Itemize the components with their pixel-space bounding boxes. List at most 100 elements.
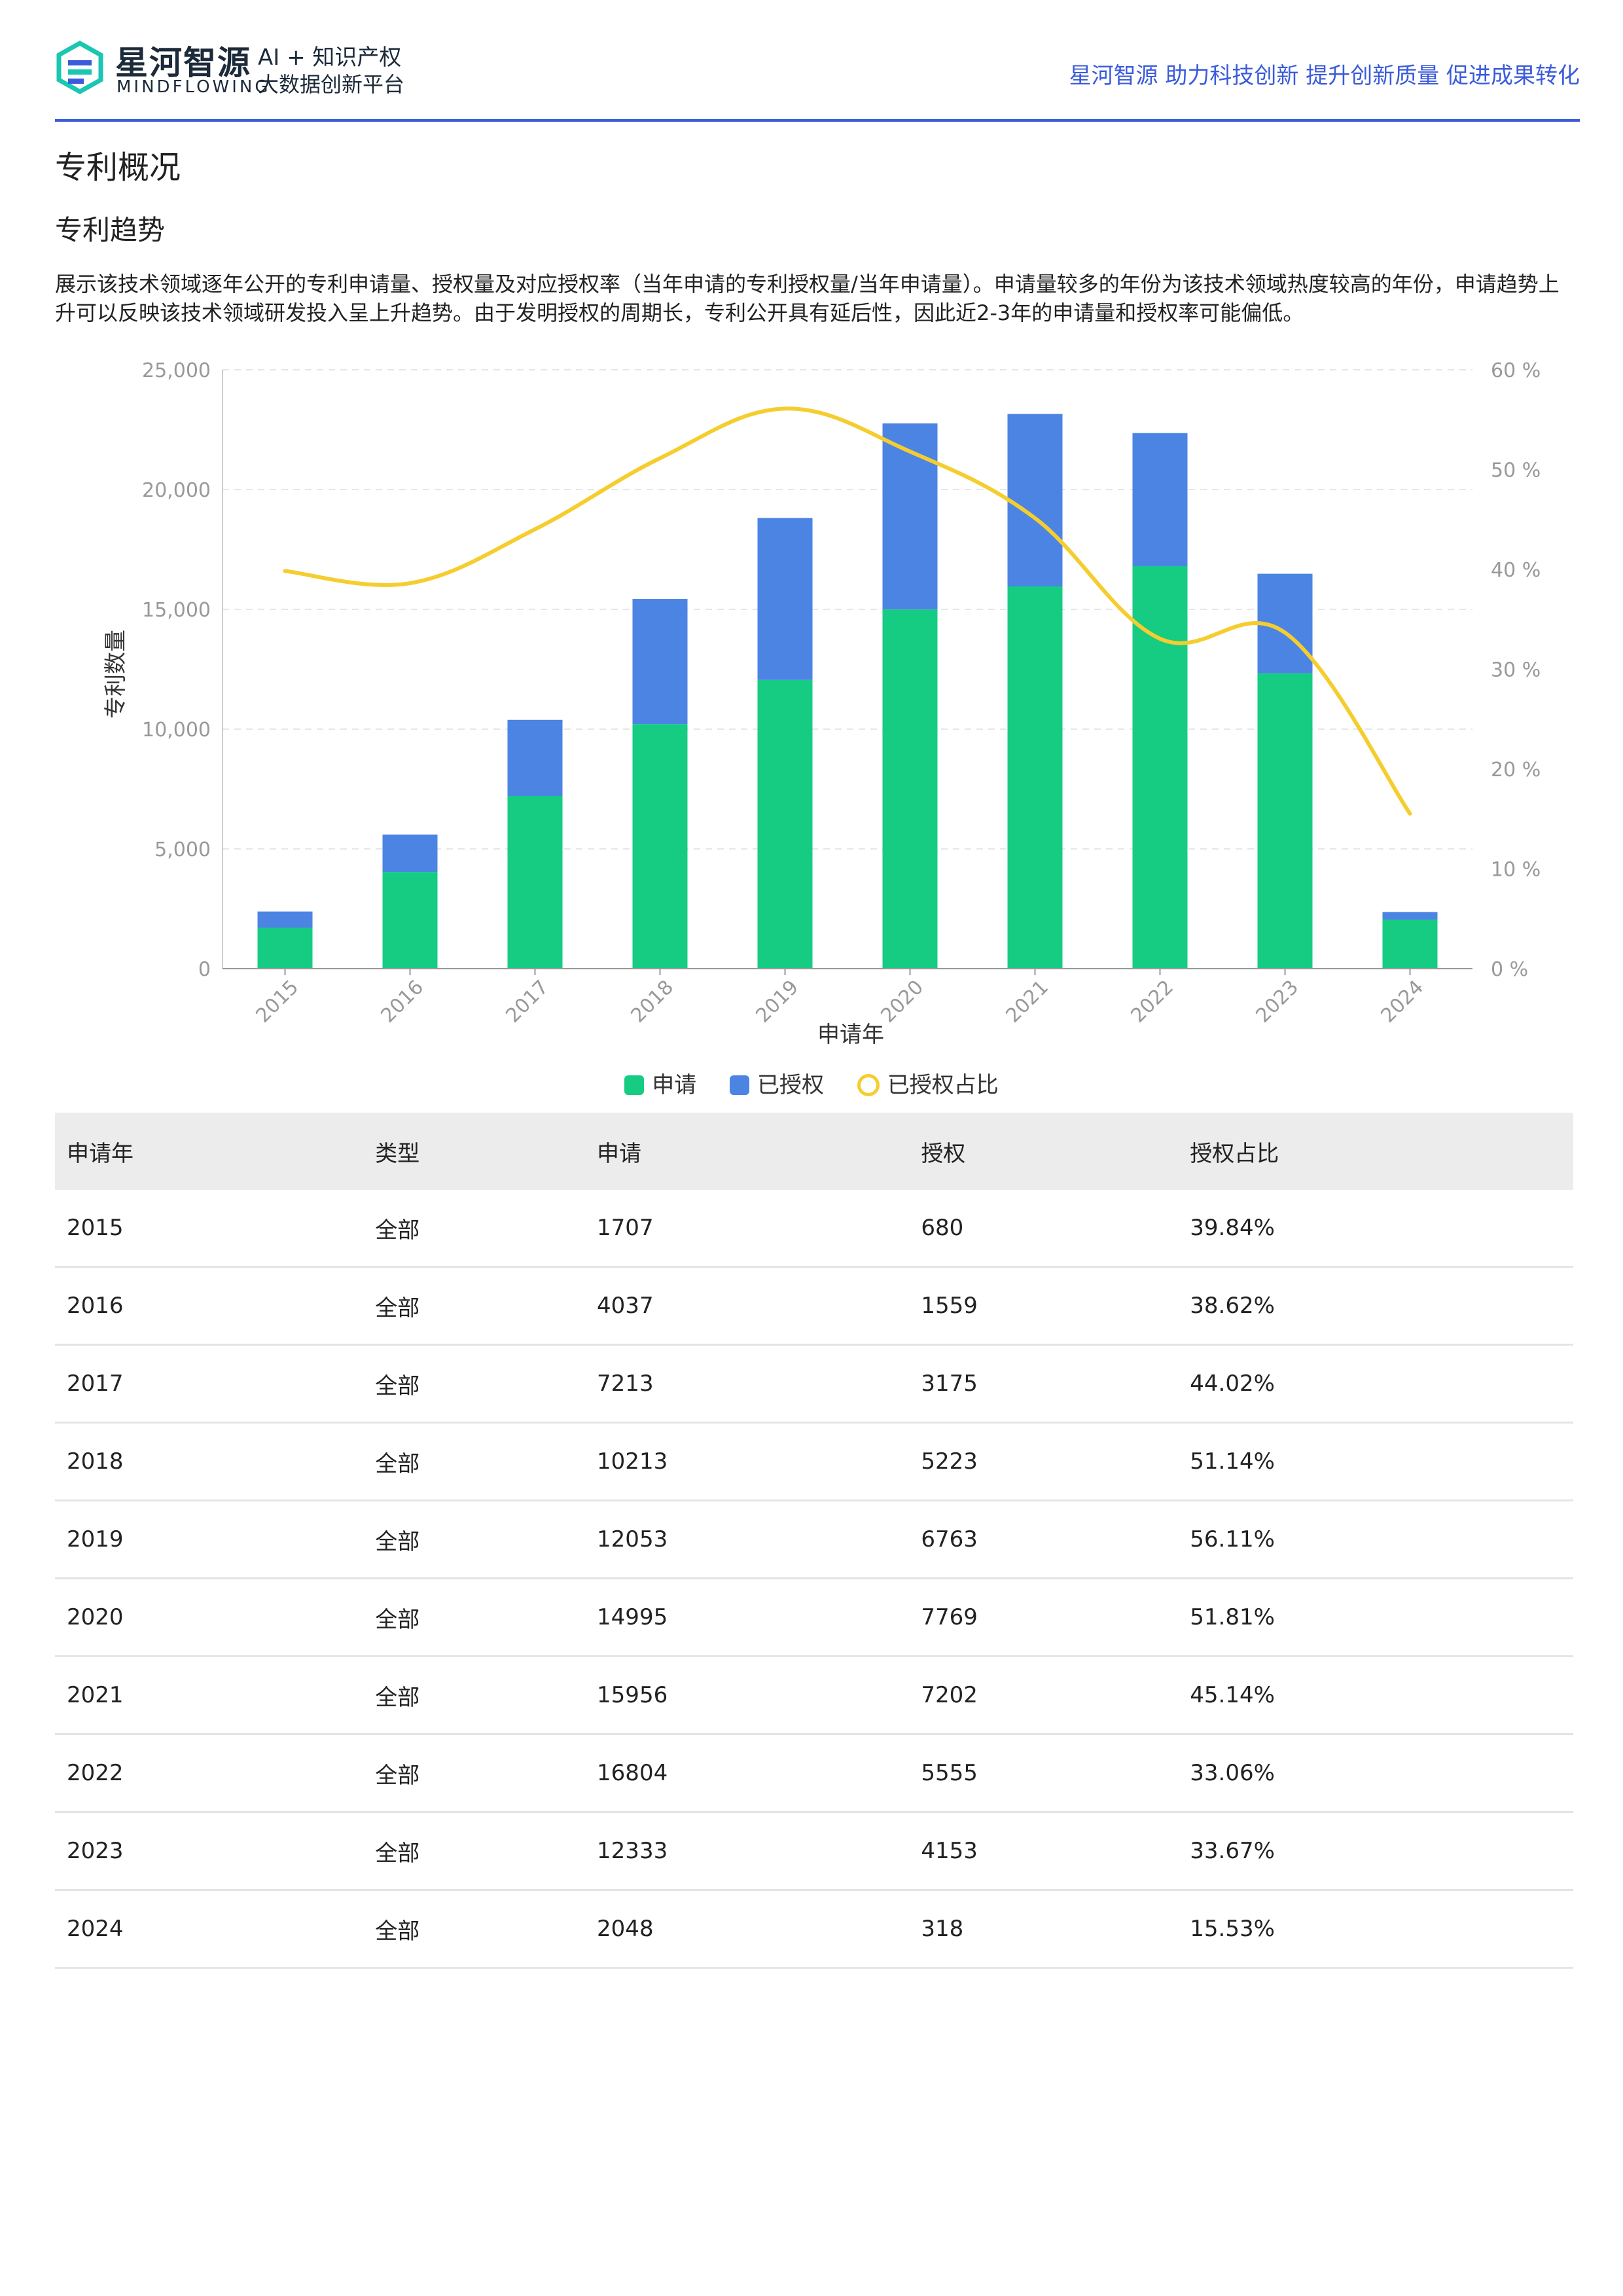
y2-tick-label: 10 %	[1491, 859, 1541, 882]
table-row: 2023 全部 12333 4153 33.67%	[55, 1812, 1573, 1891]
x-tick-label: 2017	[501, 976, 553, 1028]
description: 展示该技术领域逐年公开的专利申请量、授权量及对应授权率（当年申请的专利授权量/当…	[55, 272, 1560, 325]
bar-apply	[1257, 673, 1313, 969]
bar-granted	[382, 834, 438, 872]
x-tick-label: 2021	[1001, 976, 1053, 1028]
y2-tick-label: 30 %	[1491, 659, 1541, 682]
bar-granted	[1382, 912, 1438, 920]
table-cell: 2018	[55, 1422, 364, 1501]
table-cell: 全部	[363, 1734, 586, 1813]
y-tick-label: 25,000	[142, 359, 211, 382]
bar-granted	[1132, 433, 1188, 566]
bar-granted	[507, 719, 563, 797]
table-cell: 45.14%	[1178, 1656, 1573, 1735]
table-cell: 33.06%	[1178, 1734, 1573, 1813]
x-tick-label: 2016	[376, 976, 428, 1028]
table-cell: 12053	[585, 1500, 910, 1579]
bar-granted	[632, 599, 688, 725]
table-cell: 14995	[585, 1578, 910, 1657]
table-cell: 12333	[585, 1812, 910, 1891]
x-tick-label: 2022	[1126, 976, 1178, 1028]
table-cell: 2015	[55, 1190, 364, 1268]
table-cell: 全部	[363, 1344, 586, 1424]
table-cell: 33.67%	[1178, 1812, 1573, 1891]
patent-trend-chart: 0 5,000 10,000 15,000 20,000 25,000 0 % 10 % 20 …	[103, 359, 1541, 1048]
table-row: 2022 全部 16804 5555 33.06%	[55, 1734, 1573, 1813]
chart-line	[283, 406, 1412, 816]
table-cell: 51.81%	[1178, 1578, 1573, 1657]
ratio-line	[283, 406, 1412, 816]
table-row: 2015 全部 1707 680 39.84%	[55, 1190, 1573, 1268]
y2-tick-label: 40 %	[1491, 559, 1541, 582]
table-cell: 全部	[363, 1578, 586, 1657]
tagline: AI + 知识产权	[258, 45, 402, 71]
bar-apply	[1382, 920, 1438, 969]
table-row: 2024 全部 2048 318 15.53%	[55, 1890, 1573, 1969]
table-cell: 44.02%	[1178, 1344, 1573, 1424]
table-cell: 5555	[909, 1734, 1179, 1813]
table-cell: 2048	[585, 1890, 910, 1969]
table-cell: 39.84%	[1178, 1190, 1573, 1268]
chart-axes: 0 5,000 10,000 15,000 20,000 25,000 0 % 10 % 20 …	[142, 359, 1541, 1028]
table-cell: 全部	[363, 1656, 586, 1735]
slogan: 星河智源 助力科技创新 提升创新质量 促进成果转化	[1069, 63, 1580, 89]
table-cell: 2024	[55, 1890, 364, 1969]
table-row: 2018 全部 10213 5223 51.14%	[55, 1422, 1573, 1501]
table-cell: 2017	[55, 1344, 364, 1424]
table-cell: 318	[909, 1890, 1179, 1969]
bar-granted	[882, 423, 938, 610]
table-cell: 2020	[55, 1578, 364, 1657]
x-tick-label: 2023	[1251, 976, 1303, 1028]
table-header-row: 申请年 类型 申请 授权 授权占比	[55, 1113, 1573, 1190]
y-tick-label: 5,000	[154, 838, 211, 861]
table-cell: 2022	[55, 1734, 364, 1813]
chart-bars	[257, 414, 1438, 969]
col-header: 授权	[909, 1113, 1179, 1190]
table-cell: 全部	[363, 1190, 586, 1268]
table-cell: 3175	[909, 1344, 1179, 1424]
y2-tick-label: 50 %	[1491, 459, 1541, 482]
legend-item-granted[interactable]: 已授权	[730, 1067, 824, 1099]
table-cell: 15956	[585, 1656, 910, 1735]
table-cell: 15.53%	[1178, 1890, 1573, 1969]
table-row: 2020 全部 14995 7769 51.81%	[55, 1578, 1573, 1657]
table-row: 2017 全部 7213 3175 44.02%	[55, 1344, 1573, 1424]
x-tick-label: 2024	[1376, 976, 1428, 1028]
table-cell: 16804	[585, 1734, 910, 1813]
y-tick-label: 10,000	[142, 719, 211, 742]
table-row: 2016 全部 4037 1559 38.62%	[55, 1266, 1573, 1346]
legend-label: 已授权	[757, 1072, 824, 1098]
legend-swatch-ratio	[857, 1074, 880, 1096]
bar-apply	[632, 724, 688, 969]
legend-item-ratio[interactable]: 已授权占比	[857, 1067, 999, 1099]
table-cell: 7213	[585, 1344, 910, 1424]
legend-item-apply[interactable]: 申请	[624, 1067, 696, 1099]
bar-apply	[1132, 565, 1188, 969]
table-row: 2019 全部 12053 6763 56.11%	[55, 1500, 1573, 1579]
logo-icon	[56, 41, 103, 95]
bar-granted	[1007, 414, 1063, 587]
table-cell: 51.14%	[1178, 1422, 1573, 1501]
table-cell: 4037	[585, 1266, 910, 1346]
col-header: 授权占比	[1178, 1113, 1573, 1190]
y2-tick-label: 20 %	[1491, 759, 1541, 781]
table-cell: 2016	[55, 1266, 364, 1346]
bar-granted	[757, 518, 813, 680]
y-axis-label: 专利数量	[103, 630, 129, 719]
table-cell: 2021	[55, 1656, 364, 1735]
table-cell: 56.11%	[1178, 1500, 1573, 1579]
table-cell: 5223	[909, 1422, 1179, 1501]
section-title: 专利概况	[55, 149, 181, 186]
table-cell: 全部	[363, 1266, 586, 1346]
table-cell: 7202	[909, 1656, 1179, 1735]
y-tick-label: 0	[198, 958, 211, 981]
trend-table: 申请年 类型 申请 授权 授权占比 2015 全部 1707 680 39.84% 201…	[55, 1113, 1573, 1969]
table-cell: 1707	[585, 1190, 910, 1268]
y-tick-label: 20,000	[142, 479, 211, 502]
x-tick-label: 2015	[251, 976, 303, 1028]
table-cell: 2019	[55, 1500, 364, 1579]
x-tick-label: 2020	[876, 976, 928, 1028]
y2-tick-label: 0 %	[1491, 958, 1528, 981]
y2-tick-label: 60 %	[1491, 359, 1541, 382]
bar-apply	[257, 927, 313, 969]
